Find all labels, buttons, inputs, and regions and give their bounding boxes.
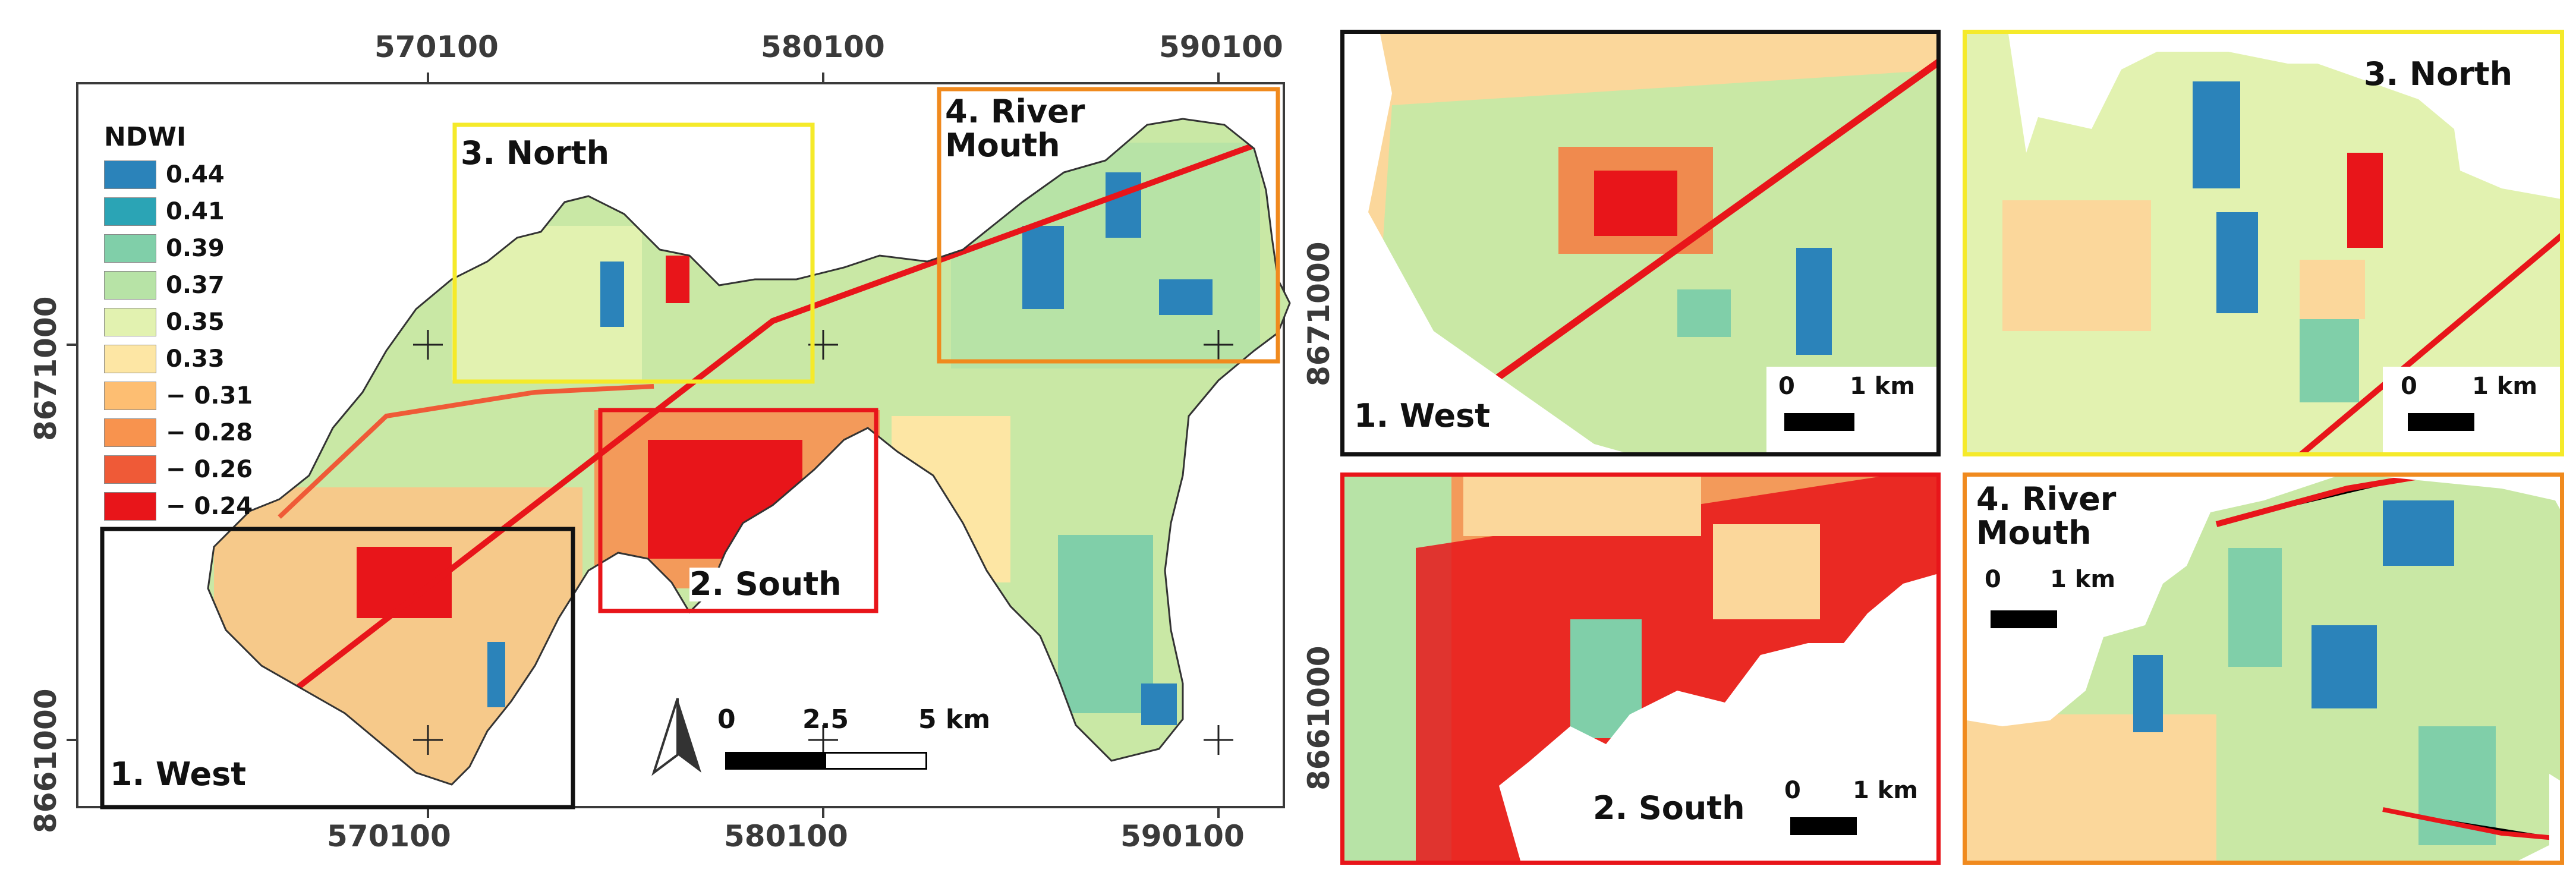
legend-item: − 0.28	[104, 418, 253, 447]
panel-south: 2. South 0 1 km	[1340, 472, 1941, 865]
panel-river-mouth-scale-bar	[1991, 610, 2057, 628]
panel-y-tick-8671000: 8671000	[1302, 241, 1336, 386]
legend-label: 0.37	[166, 272, 225, 299]
main-map-canvas	[67, 73, 1291, 818]
x-tick-bottom-580100: 580100	[724, 819, 848, 853]
box-label-river-mouth: 4. River Mouth	[945, 93, 1085, 164]
box-north-outline	[452, 122, 815, 384]
legend-label: − 0.24	[166, 493, 253, 520]
legend-label: − 0.28	[166, 419, 253, 446]
panel-west: 1. West 0 1 km	[1340, 30, 1941, 456]
legend-item: 0.35	[104, 308, 225, 336]
legend-label: 0.41	[166, 198, 225, 225]
legend-swatch	[104, 197, 156, 226]
box-label-south: 2. South	[689, 565, 842, 603]
panel-west-scale-0: 0	[1778, 373, 1795, 400]
box-south-outline	[598, 408, 878, 613]
legend-label: 0.39	[166, 235, 225, 262]
panel-west-scale-1km: 1 km	[1850, 373, 1916, 400]
legend-item: 0.41	[104, 197, 225, 226]
panel-river-mouth: 4. River Mouth 0 1 km	[1963, 472, 2564, 865]
legend-swatch	[104, 160, 156, 189]
panel-north-scalebar: 0 1 km	[2383, 367, 2560, 452]
panel-south-scale-bar	[1790, 817, 1857, 835]
legend-swatch	[104, 455, 156, 484]
panel-river-mouth-scale-1km: 1 km	[2050, 566, 2116, 593]
legend-item: − 0.26	[104, 455, 253, 484]
legend-swatch	[104, 382, 156, 410]
legend-item: − 0.24	[104, 492, 253, 521]
legend-item: 0.39	[104, 234, 225, 263]
legend-swatch	[104, 345, 156, 373]
panel-west-scalebar: 0 1 km	[1766, 367, 1936, 452]
legend-swatch	[104, 418, 156, 447]
panel-river-mouth-label: 4. River Mouth	[1976, 480, 2117, 552]
legend-swatch	[104, 271, 156, 300]
box-river-mouth-outline	[937, 87, 1280, 364]
x-tick-bottom-570100: 570100	[327, 819, 451, 853]
legend-item: 0.44	[104, 160, 225, 189]
panel-south-scale-0: 0	[1784, 777, 1801, 804]
box-west-outline	[100, 527, 575, 809]
legend-item: 0.37	[104, 271, 225, 300]
x-tick-bottom-590100: 590100	[1120, 819, 1245, 853]
legend-label: − 0.31	[166, 382, 253, 410]
x-tick-top-580100: 580100	[761, 30, 885, 64]
panel-river-mouth-scale-0: 0	[1985, 566, 2001, 593]
panel-north-scale-bar	[2408, 413, 2474, 431]
panel-y-tick-8661000: 8661000	[1302, 645, 1336, 790]
panel-north-scale-1km: 1 km	[2472, 373, 2538, 400]
legend-swatch	[104, 234, 156, 263]
legend-label: 0.35	[166, 308, 225, 336]
box-label-west: 1. West	[110, 755, 247, 793]
legend-label: 0.44	[166, 161, 225, 188]
x-tick-top-570100: 570100	[374, 30, 499, 64]
panel-north-scale-0: 0	[2401, 373, 2417, 400]
legend-swatch	[104, 308, 156, 336]
main-map: 570100 580100 590100 570100 580100 59010…	[29, 30, 1291, 853]
legend-label: − 0.26	[166, 456, 253, 483]
legend-item: 0.33	[104, 345, 225, 373]
x-tick-top-590100: 590100	[1159, 30, 1283, 64]
legend-title: NDWI	[104, 122, 187, 152]
panel-west-scale-bar	[1784, 413, 1854, 431]
legend-label: 0.33	[166, 345, 225, 373]
legend-swatch	[104, 492, 156, 521]
scale-label-0: 0	[717, 704, 736, 735]
panel-south-scale-1km: 1 km	[1853, 777, 1919, 804]
north-arrow-icon	[651, 698, 701, 776]
legend-item: − 0.31	[104, 382, 253, 410]
scale-label-5km: 5 km	[918, 704, 991, 735]
panel-south-label: 2. South	[1593, 789, 1745, 827]
box-label-north: 3. North	[461, 134, 610, 172]
panel-west-label: 1. West	[1354, 397, 1491, 434]
panel-north-label: 3. North	[2364, 55, 2513, 93]
scale-label-2-5: 2.5	[802, 704, 849, 735]
panel-north: 3. North 0 1 km	[1963, 30, 2564, 456]
panel-south-scalebar: 0 1 km	[1766, 771, 1933, 854]
scale-bar	[725, 752, 927, 770]
